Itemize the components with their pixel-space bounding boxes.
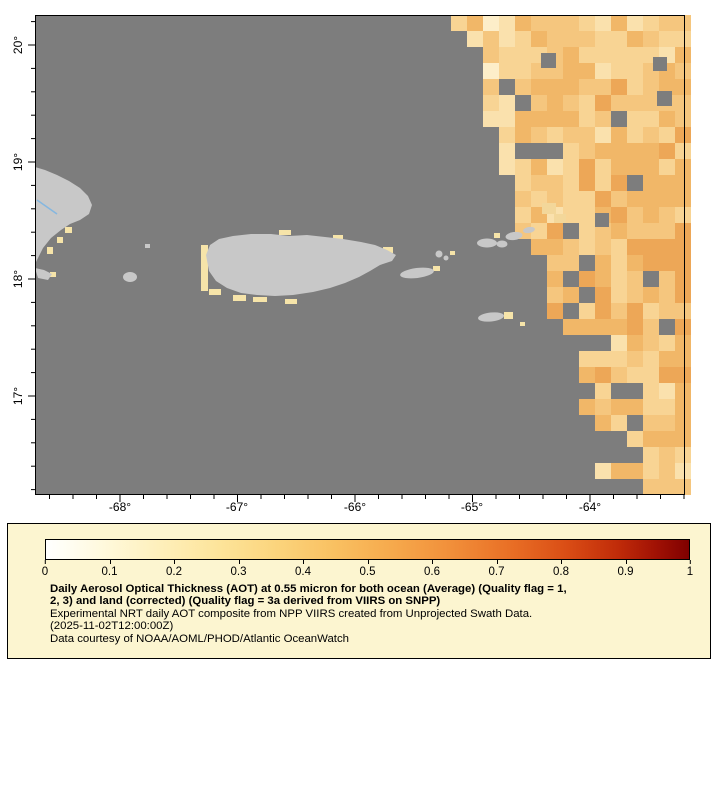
land-virgin-gorda xyxy=(523,226,535,234)
colorbar-tick-row: 0 0.1 0.2 0.3 0.4 0.5 0.6 0.7 0.8 0.9 1 xyxy=(41,560,694,580)
colorbar-tick-label: 0.8 xyxy=(553,560,569,578)
land-mona xyxy=(123,272,137,282)
legend-title-line2: 2, 3) and land (corrected) (Quality flag… xyxy=(50,595,441,608)
legend-caption: Daily Aerosol Optical Thickness (AOT) at… xyxy=(50,583,567,645)
colorbar-tick-label: 0 xyxy=(41,560,49,578)
coastal-aot-pixels xyxy=(47,227,525,326)
land-vieques xyxy=(400,267,434,279)
legend-credit-line: Data courtesy of NOAA/AOML/PHOD/Atlantic… xyxy=(50,632,350,645)
colorbar-tick-label: 0.9 xyxy=(617,560,634,578)
x-axis-label: -65° xyxy=(460,500,484,514)
land-hispaniola xyxy=(35,167,92,264)
land-culebrita xyxy=(443,255,449,261)
colorbar-tick-label: 0.2 xyxy=(166,560,182,578)
land-puerto-rico xyxy=(206,234,396,296)
legend-timestamp-line: (2025-11-02T12:00:00Z) xyxy=(50,620,174,633)
land-st-croix xyxy=(478,312,504,322)
colorbar-gradient xyxy=(45,539,690,560)
isolated-aot-pixels xyxy=(542,203,566,223)
land-tortola xyxy=(505,231,523,241)
y-axis-label: 19° xyxy=(11,152,25,172)
y-axis-label: 20° xyxy=(11,35,25,55)
land-desecheo xyxy=(145,244,150,248)
land-masses xyxy=(35,167,535,322)
colorbar-tick-label: 0.3 xyxy=(230,560,247,578)
plot-frame xyxy=(35,15,685,495)
colorbar-tick-label: 0.7 xyxy=(488,560,505,578)
legend-title-line1: Daily Aerosol Optical Thickness (AOT) at… xyxy=(50,583,567,595)
axis-ticks xyxy=(28,21,685,502)
land-st-thomas xyxy=(477,238,497,248)
legend-panel: 0 0.1 0.2 0.3 0.4 0.5 0.6 0.7 0.8 0.9 1 … xyxy=(7,523,711,659)
legend-subtitle-line: Experimental NRT daily AOT composite fro… xyxy=(50,607,533,620)
x-axis-label: -68° xyxy=(108,500,132,514)
land-culebra xyxy=(435,250,443,258)
colorbar-tick-label: 0.6 xyxy=(424,560,440,578)
colorbar-tick-label: 0.1 xyxy=(101,560,118,578)
colorbar-tick-label: 0.4 xyxy=(295,560,311,578)
x-axis-label: -64° xyxy=(578,500,602,514)
y-axis-label: 18° xyxy=(11,269,25,289)
no-data-holes xyxy=(541,53,672,227)
x-axis-label: -66° xyxy=(343,500,367,514)
y-axis-label: 17° xyxy=(11,386,25,406)
colorbar-tick-label: 0.5 xyxy=(359,560,376,578)
map-plot xyxy=(28,15,691,502)
land-st-john xyxy=(496,240,508,248)
x-axis-label: -67° xyxy=(225,500,249,514)
land-hispaniola-south xyxy=(35,268,52,280)
colorbar-tick-label: 1 xyxy=(686,560,694,578)
river-line xyxy=(36,199,58,215)
